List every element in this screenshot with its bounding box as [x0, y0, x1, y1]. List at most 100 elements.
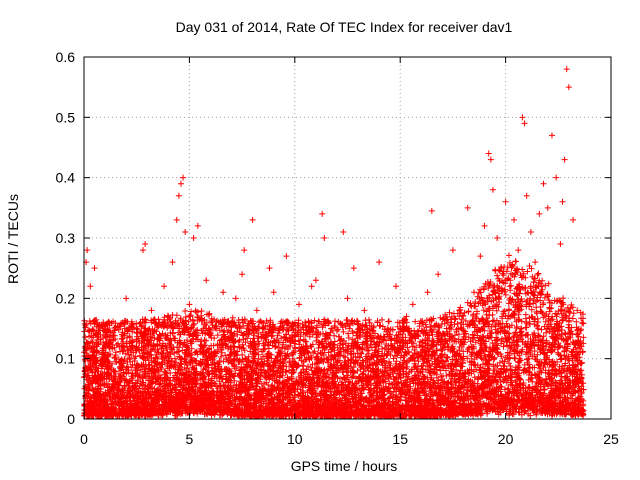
- data-point: [226, 367, 233, 374]
- y-tick-labels: 0 0.1 0.2 0.3 0.4 0.5 0.6: [56, 49, 76, 427]
- data-point: [470, 289, 477, 296]
- data-point: [355, 343, 362, 350]
- data-point: [308, 283, 315, 290]
- data-point: [283, 253, 290, 260]
- data-point: [532, 259, 539, 266]
- data-point: [102, 355, 109, 362]
- data-points: [83, 66, 585, 392]
- data-point: [536, 210, 543, 217]
- data-point: [180, 174, 187, 181]
- data-point: [161, 283, 168, 290]
- data-point: [361, 307, 368, 314]
- x-tick-label: 15: [392, 431, 408, 447]
- data-point: [527, 228, 534, 235]
- data-point: [494, 235, 501, 241]
- data-point: [239, 271, 246, 278]
- data-point: [97, 385, 104, 392]
- data-point: [253, 307, 260, 314]
- data-point: [270, 289, 277, 296]
- data-point: [544, 204, 551, 211]
- chart-title: Day 031 of 2014, Rate Of TEC Index for r…: [176, 19, 513, 35]
- data-point: [319, 210, 326, 217]
- x-tick-label: 25: [603, 431, 619, 447]
- data-point: [477, 253, 484, 260]
- data-point: [207, 355, 214, 362]
- data-point: [249, 216, 256, 223]
- x-tick-labels: 0 5 10 15 20 25: [80, 431, 619, 447]
- x-tick-label: 10: [287, 431, 303, 447]
- data-point: [142, 241, 149, 248]
- dense-noise-points: [81, 252, 587, 419]
- y-tick-label: 0.2: [56, 290, 76, 306]
- data-point: [540, 180, 547, 187]
- data-point: [515, 247, 522, 254]
- data-point: [333, 367, 340, 374]
- y-tick-label: 0.6: [56, 49, 76, 65]
- data-point: [190, 235, 197, 241]
- data-point: [428, 207, 435, 214]
- data-point: [296, 301, 303, 308]
- data-point: [133, 325, 140, 332]
- data-point: [169, 259, 176, 266]
- data-point: [87, 283, 94, 290]
- data-point: [397, 361, 404, 368]
- data-point: [523, 192, 530, 199]
- data-point: [199, 343, 206, 350]
- data-point: [511, 216, 518, 223]
- x-tick-label: 5: [186, 431, 194, 447]
- data-point: [289, 337, 296, 344]
- data-point: [325, 319, 332, 326]
- data-point: [312, 277, 319, 284]
- data-point: [559, 198, 566, 205]
- data-point: [213, 325, 220, 332]
- data-point: [487, 156, 494, 163]
- data-point: [561, 156, 568, 163]
- data-point: [173, 216, 180, 223]
- data-point: [85, 367, 92, 374]
- data-point: [498, 265, 505, 272]
- data-point: [144, 349, 151, 356]
- y-tick-label: 0: [67, 411, 75, 427]
- noise-cloud: [81, 252, 587, 419]
- data-point: [350, 265, 357, 272]
- data-point: [344, 295, 351, 302]
- data-point: [367, 355, 374, 362]
- axis-ticks: [83, 56, 612, 420]
- data-point: [418, 379, 425, 386]
- data-point: [574, 307, 581, 314]
- data-point: [519, 114, 526, 121]
- data-point: [129, 361, 136, 368]
- data-point: [435, 271, 442, 278]
- data-point: [502, 198, 509, 205]
- data-point: [118, 331, 125, 338]
- data-point: [182, 228, 189, 235]
- x-tick-label: 0: [80, 431, 88, 447]
- data-point: [186, 301, 193, 308]
- data-point: [260, 361, 267, 368]
- data-point: [203, 277, 210, 284]
- data-point: [245, 331, 252, 338]
- data-point: [112, 373, 119, 380]
- data-point: [485, 150, 492, 157]
- data-point: [175, 192, 182, 199]
- data-point: [464, 204, 471, 211]
- data-point: [443, 325, 450, 332]
- data-point: [165, 313, 172, 320]
- data-point: [565, 84, 572, 91]
- data-point: [232, 295, 239, 302]
- data-point: [409, 301, 416, 308]
- data-point: [302, 373, 309, 380]
- data-point: [152, 379, 159, 386]
- data-point: [340, 228, 347, 235]
- data-point: [277, 349, 284, 356]
- y-tick-label: 0.5: [56, 109, 76, 125]
- data-point: [241, 247, 248, 254]
- data-point: [194, 222, 201, 229]
- data-point: [148, 307, 155, 314]
- data-point: [521, 120, 528, 127]
- data-point: [481, 222, 488, 229]
- data-point: [403, 313, 410, 320]
- data-point: [266, 265, 273, 272]
- data-point: [106, 319, 113, 326]
- y-tick-label: 0.1: [56, 351, 76, 367]
